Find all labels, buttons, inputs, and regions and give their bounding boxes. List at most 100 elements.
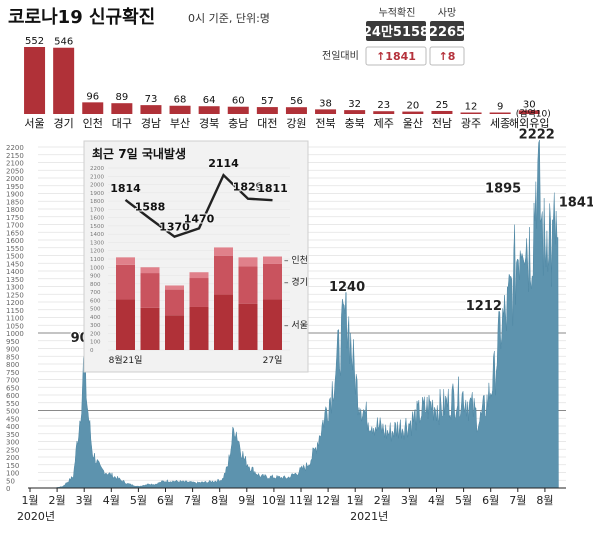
inset-y-tick-200: 200 (90, 331, 101, 337)
peak-label-1: 1240 (329, 280, 365, 295)
inset-value-2: 1370 (159, 221, 190, 234)
y-tick-900: 900 (6, 346, 19, 354)
inset-y-tick-1300: 1300 (90, 240, 104, 246)
regional-bar-16 (489, 112, 511, 114)
inset-y-tick-1200: 1200 (90, 249, 104, 255)
peak-label-3: 1895 (485, 181, 521, 196)
x-tick-8: 9월 (238, 494, 255, 507)
regional-value-6: 64 (203, 95, 216, 106)
y-tick-1250: 1250 (6, 291, 24, 299)
y-tick-600: 600 (6, 392, 19, 400)
stack-bar-1-1 (140, 273, 160, 308)
regional-bar-2 (82, 102, 104, 114)
regional-value-0: 552 (25, 36, 44, 47)
regional-bar-5 (169, 105, 191, 114)
stack-bar-6-2 (263, 256, 282, 264)
regional-label-1: 경기 (54, 117, 74, 130)
regional-label-6: 경북 (199, 117, 219, 130)
y-tick-1000: 1000 (6, 330, 24, 338)
regional-label-17: 해외유입 (509, 116, 549, 130)
stack-bar-1-0 (140, 307, 160, 350)
stack-bar-1-2 (140, 267, 160, 274)
inset-y-tick-300: 300 (90, 323, 101, 329)
y-tick-1400: 1400 (6, 268, 24, 276)
chart-title: 코로나19 신규확진 (8, 7, 155, 28)
inset-y-tick-1100: 1100 (90, 257, 104, 263)
regional-label-12: 제주 (374, 117, 394, 130)
regional-label-0: 서울 (24, 117, 44, 130)
regional-value-12: 23 (377, 100, 390, 111)
regional-bar-9 (285, 107, 307, 114)
regional-label-8: 대전 (257, 117, 277, 130)
y-tick-1800: 1800 (6, 206, 24, 214)
stack-bar-3-1 (189, 278, 209, 307)
inset-line (124, 173, 273, 239)
stack-bar-3-0 (189, 306, 209, 350)
inset-y-tick-1900: 1900 (90, 191, 104, 197)
stack-bar-5-0 (238, 303, 258, 350)
regional-bar-0 (24, 47, 46, 114)
x-tick-6: 7월 (184, 494, 201, 507)
regional-value-2: 96 (86, 91, 99, 102)
series-label-0: – 서울 (284, 320, 308, 331)
regional-bar-1 (53, 47, 75, 115)
y-tick-1900: 1900 (6, 191, 24, 199)
regional-bar-13 (402, 111, 424, 114)
cumulative-value: 24만5158 (363, 24, 429, 40)
stack-bar-5-1 (238, 266, 258, 304)
regional-bar-4 (140, 105, 162, 114)
x-tick-13: 2월 (374, 494, 391, 507)
regional-label-3: 대구 (112, 117, 132, 130)
daily-cases-area (30, 139, 559, 489)
stack-bar-2-0 (165, 315, 184, 350)
inset-x-label-6: 27일 (263, 355, 283, 366)
regional-value-17: 30 (523, 99, 536, 110)
x-tick-1: 2월 (49, 494, 66, 507)
regional-value-9: 56 (290, 96, 303, 107)
inset-y-tick-400: 400 (90, 315, 101, 321)
series-label-1: – 경기 (284, 276, 308, 288)
inset-y-tick-1700: 1700 (90, 207, 104, 213)
inset-y-tick-1600: 1600 (90, 216, 104, 222)
regional-label-11: 충북 (345, 117, 365, 130)
y-tick-1350: 1350 (6, 276, 24, 284)
x-tick-3: 4월 (103, 494, 120, 507)
inset-y-tick-1500: 1500 (90, 224, 104, 230)
inset-x-label-0: 8월21일 (109, 354, 143, 366)
regional-label-10: 전북 (315, 117, 335, 130)
inset-y-tick-2000: 2000 (90, 183, 104, 189)
y-tick-350: 350 (6, 431, 19, 439)
cumulative-box (366, 21, 426, 41)
y-tick-1550: 1550 (6, 245, 24, 253)
y-tick-0: 0 (6, 485, 10, 493)
regional-value-5: 68 (174, 95, 187, 106)
y-tick-500: 500 (6, 408, 19, 416)
regional-label-4: 경남 (141, 117, 161, 130)
deaths-value: 2265 (429, 25, 465, 40)
inset-value-1: 1588 (135, 201, 166, 214)
regional-label-14: 전남 (432, 117, 452, 130)
peak-label-2: 1212 (466, 299, 502, 314)
regional-bar-15 (460, 112, 482, 114)
regional-value-10: 38 (319, 98, 332, 109)
inset-title: 최근 7일 국내발생 (92, 146, 186, 161)
regional-label-5: 부산 (170, 117, 190, 130)
stack-bar-0-2 (116, 257, 135, 265)
inset-value-4: 2114 (208, 157, 239, 170)
inset-last-7-days: 최근 7일 국내발생 0 100 200 300 400 500 600 700 800 900 1… (83, 140, 309, 373)
y-tick-950: 950 (6, 338, 19, 346)
regional-bar-10 (315, 109, 337, 114)
y-tick-750: 750 (6, 369, 19, 377)
y-tick-50: 50 (6, 477, 15, 485)
y-tick-1600: 1600 (6, 237, 24, 245)
x-tick-14: 3월 (401, 494, 418, 507)
deaths-change: ↑8 (439, 50, 456, 63)
regional-annotation: (검역10) (516, 107, 551, 119)
peak-label-5: 1841 (559, 196, 593, 211)
y-tick-1100: 1100 (6, 315, 24, 323)
y-tick-650: 650 (6, 384, 19, 392)
regional-label-7: 충남 (228, 117, 248, 130)
y-tick-550: 550 (6, 400, 19, 408)
x-tick-19: 8월 (536, 494, 553, 507)
